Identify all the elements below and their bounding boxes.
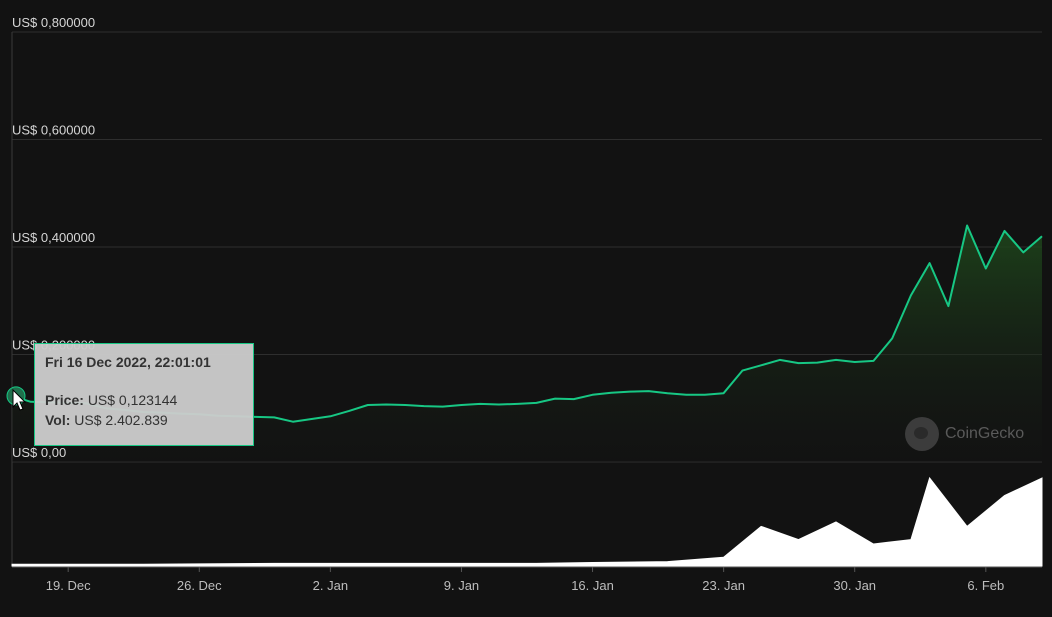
volume-area — [11, 476, 1043, 567]
tooltip-vol-value: US$ 2.402.839 — [74, 412, 168, 428]
x-tick-label-2: 2. Jan — [313, 578, 348, 593]
coingecko-logo-icon — [905, 417, 939, 451]
price-area — [12, 225, 1042, 462]
hover-tooltip: Fri 16 Dec 2022, 22:01:01 Price: US$ 0,1… — [34, 343, 254, 446]
mouse-pointer-icon — [12, 389, 26, 411]
x-tick-label-1: 26. Dec — [177, 578, 222, 593]
watermark-text: CoinGecko — [945, 425, 1025, 442]
x-tick-label-5: 23. Jan — [702, 578, 745, 593]
x-tick-label-7: 6. Feb — [967, 578, 1004, 593]
y-tick-label-3: US$ 0,600000 — [12, 123, 95, 138]
y-tick-label-2: US$ 0,400000 — [12, 230, 95, 245]
x-tick-label-0: 19. Dec — [46, 578, 91, 593]
coingecko-watermark: CoinGecko — [905, 416, 1024, 452]
tooltip-price-key: Price: — [45, 392, 84, 408]
tooltip-vol-row: Vol: US$ 2.402.839 — [45, 410, 243, 430]
tooltip-price-row: Price: US$ 0,123144 — [45, 390, 243, 410]
tooltip-date: Fri 16 Dec 2022, 22:01:01 — [45, 354, 211, 370]
tooltip-price-value: US$ 0,123144 — [87, 392, 178, 408]
y-tick-label-0: US$ 0,00 — [12, 445, 66, 460]
x-tick-label-4: 16. Jan — [571, 578, 614, 593]
x-tick-label-6: 30. Jan — [833, 578, 876, 593]
x-tick-label-3: 9. Jan — [444, 578, 479, 593]
y-tick-label-4: US$ 0,800000 — [12, 15, 95, 30]
tooltip-vol-key: Vol: — [45, 412, 71, 428]
